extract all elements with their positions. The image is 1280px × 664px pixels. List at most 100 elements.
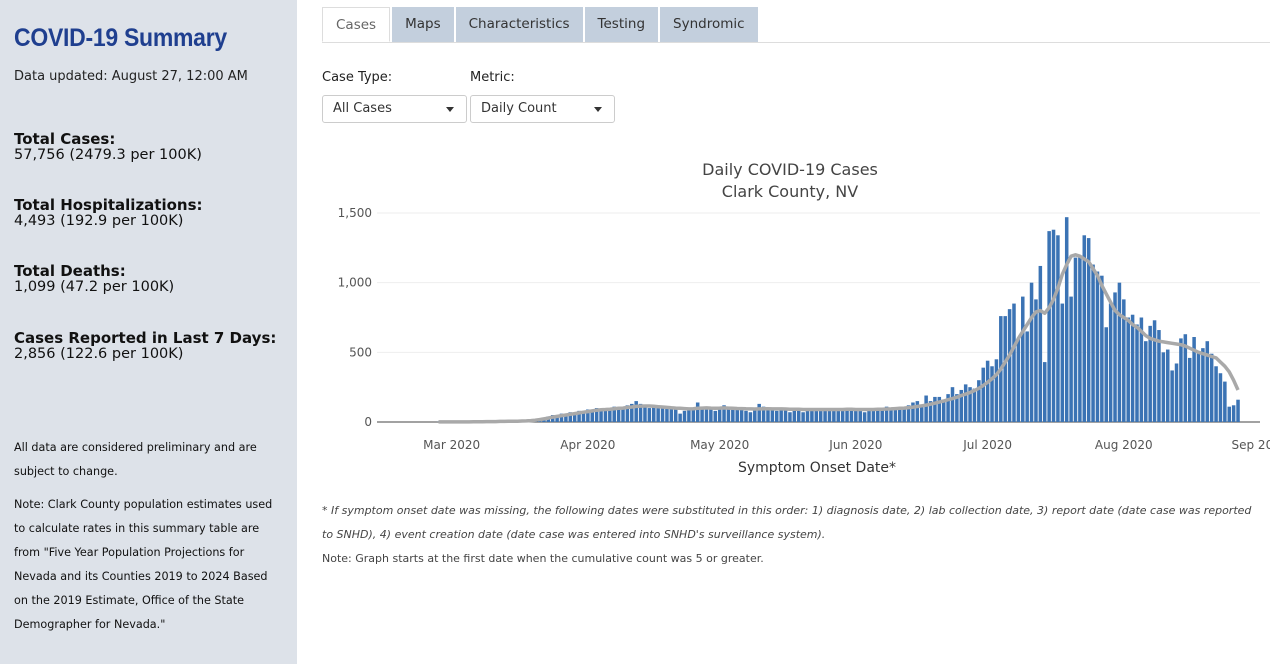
- bar: [924, 395, 928, 422]
- bar: [1214, 366, 1218, 422]
- tab-divider: [322, 42, 1270, 43]
- bar: [985, 360, 990, 422]
- case-type-select[interactable]: All Cases: [322, 95, 467, 123]
- stat-label: Total Cases:: [14, 130, 116, 148]
- bar: [977, 380, 981, 422]
- bar: [836, 410, 841, 422]
- bar: [572, 412, 577, 422]
- bar: [717, 408, 722, 422]
- bar: [634, 401, 638, 422]
- bar: [1227, 406, 1232, 422]
- bar: [937, 396, 942, 422]
- bar: [893, 409, 898, 422]
- bar: [1161, 352, 1166, 422]
- bar: [898, 408, 902, 422]
- x-tick-label: May 2020: [690, 438, 749, 452]
- bar: [656, 406, 660, 422]
- bar: [1201, 348, 1205, 422]
- bar: [704, 408, 709, 422]
- y-tick-label: 500: [349, 345, 372, 359]
- bar: [652, 405, 656, 422]
- bar: [564, 414, 568, 422]
- bar: [1029, 282, 1034, 422]
- bar: [880, 408, 884, 422]
- y-tick-label: 1,000: [338, 276, 372, 290]
- bar: [933, 396, 937, 422]
- x-tick-label: Sep 2020: [1232, 438, 1270, 452]
- bar: [1007, 309, 1012, 422]
- bar: [963, 384, 968, 422]
- metric-select[interactable]: Daily Count: [470, 95, 615, 123]
- summary-sidebar: COVID-19 Summary Data updated: August 27…: [0, 0, 297, 664]
- bar: [1117, 282, 1122, 422]
- bar: [748, 412, 753, 422]
- bar: [1174, 363, 1179, 422]
- bar: [946, 394, 950, 422]
- bar: [858, 410, 862, 422]
- bar: [1042, 362, 1047, 422]
- stat-value: 57,756 (2479.3 per 100K): [14, 147, 202, 163]
- stat-total-hospitalizations: Total Hospitalizations: 4,493 (192.9 per…: [14, 197, 203, 229]
- bar: [792, 410, 797, 422]
- bar: [1209, 353, 1214, 422]
- bar: [608, 408, 612, 422]
- bar: [647, 408, 652, 422]
- bar: [1113, 292, 1117, 422]
- chart-gridlines: [377, 212, 1260, 423]
- bar: [757, 403, 761, 422]
- bar: [1148, 325, 1152, 422]
- bar: [599, 408, 603, 422]
- case-type-label: Case Type:: [322, 70, 393, 85]
- bar: [1135, 324, 1139, 422]
- bar: [630, 403, 634, 422]
- tab-cases[interactable]: Cases: [322, 7, 391, 42]
- bar: [594, 408, 599, 422]
- bar: [625, 405, 630, 422]
- bar: [1016, 338, 1021, 422]
- tab-bar: Cases Maps Characteristics Testing Syndr…: [322, 7, 760, 43]
- bar: [744, 410, 748, 422]
- bar: [616, 407, 621, 422]
- bar: [990, 366, 994, 422]
- bar: [862, 412, 867, 422]
- x-tick-label: Mar 2020: [423, 438, 480, 452]
- bar: [1064, 217, 1069, 422]
- tab-testing[interactable]: Testing: [584, 7, 659, 42]
- bar: [814, 409, 819, 422]
- tab-syndromic[interactable]: Syndromic: [660, 7, 758, 42]
- stat-value: 1,099 (47.2 per 100K): [14, 279, 175, 295]
- bar: [660, 407, 665, 422]
- tab-characteristics[interactable]: Characteristics: [455, 7, 583, 42]
- bar: [1205, 341, 1210, 422]
- stat-cases-last-7-days: Cases Reported in Last 7 Days: 2,856 (12…: [14, 330, 276, 362]
- bar: [682, 410, 687, 422]
- bar: [700, 406, 704, 422]
- bar: [643, 406, 647, 422]
- tab-maps[interactable]: Maps: [392, 7, 454, 42]
- bar: [739, 409, 744, 422]
- bar: [1091, 264, 1095, 422]
- bar: [779, 409, 783, 422]
- bar: [1086, 238, 1091, 422]
- bar: [1187, 357, 1192, 422]
- bar: [915, 401, 920, 422]
- x-tick-label: Jul 2020: [962, 438, 1012, 452]
- bar: [832, 408, 836, 422]
- daily-cases-chart: Daily COVID-19 Cases Clark County, NV 0 5…: [338, 160, 1270, 476]
- bar: [959, 389, 964, 422]
- bar: [1051, 229, 1056, 422]
- bar: [709, 409, 713, 422]
- bar: [1060, 303, 1065, 422]
- bar: [726, 406, 731, 422]
- bar: [1073, 257, 1078, 422]
- bar: [1139, 317, 1144, 422]
- bar: [1183, 334, 1188, 422]
- stat-value: 4,493 (192.9 per 100K): [14, 213, 184, 229]
- y-tick-label: 1,500: [338, 206, 372, 220]
- x-tick-label: Apr 2020: [560, 438, 615, 452]
- bar: [1047, 231, 1051, 422]
- bar: [1126, 317, 1130, 422]
- bar: [770, 408, 775, 422]
- bar: [1157, 330, 1161, 422]
- bar: [1082, 235, 1087, 422]
